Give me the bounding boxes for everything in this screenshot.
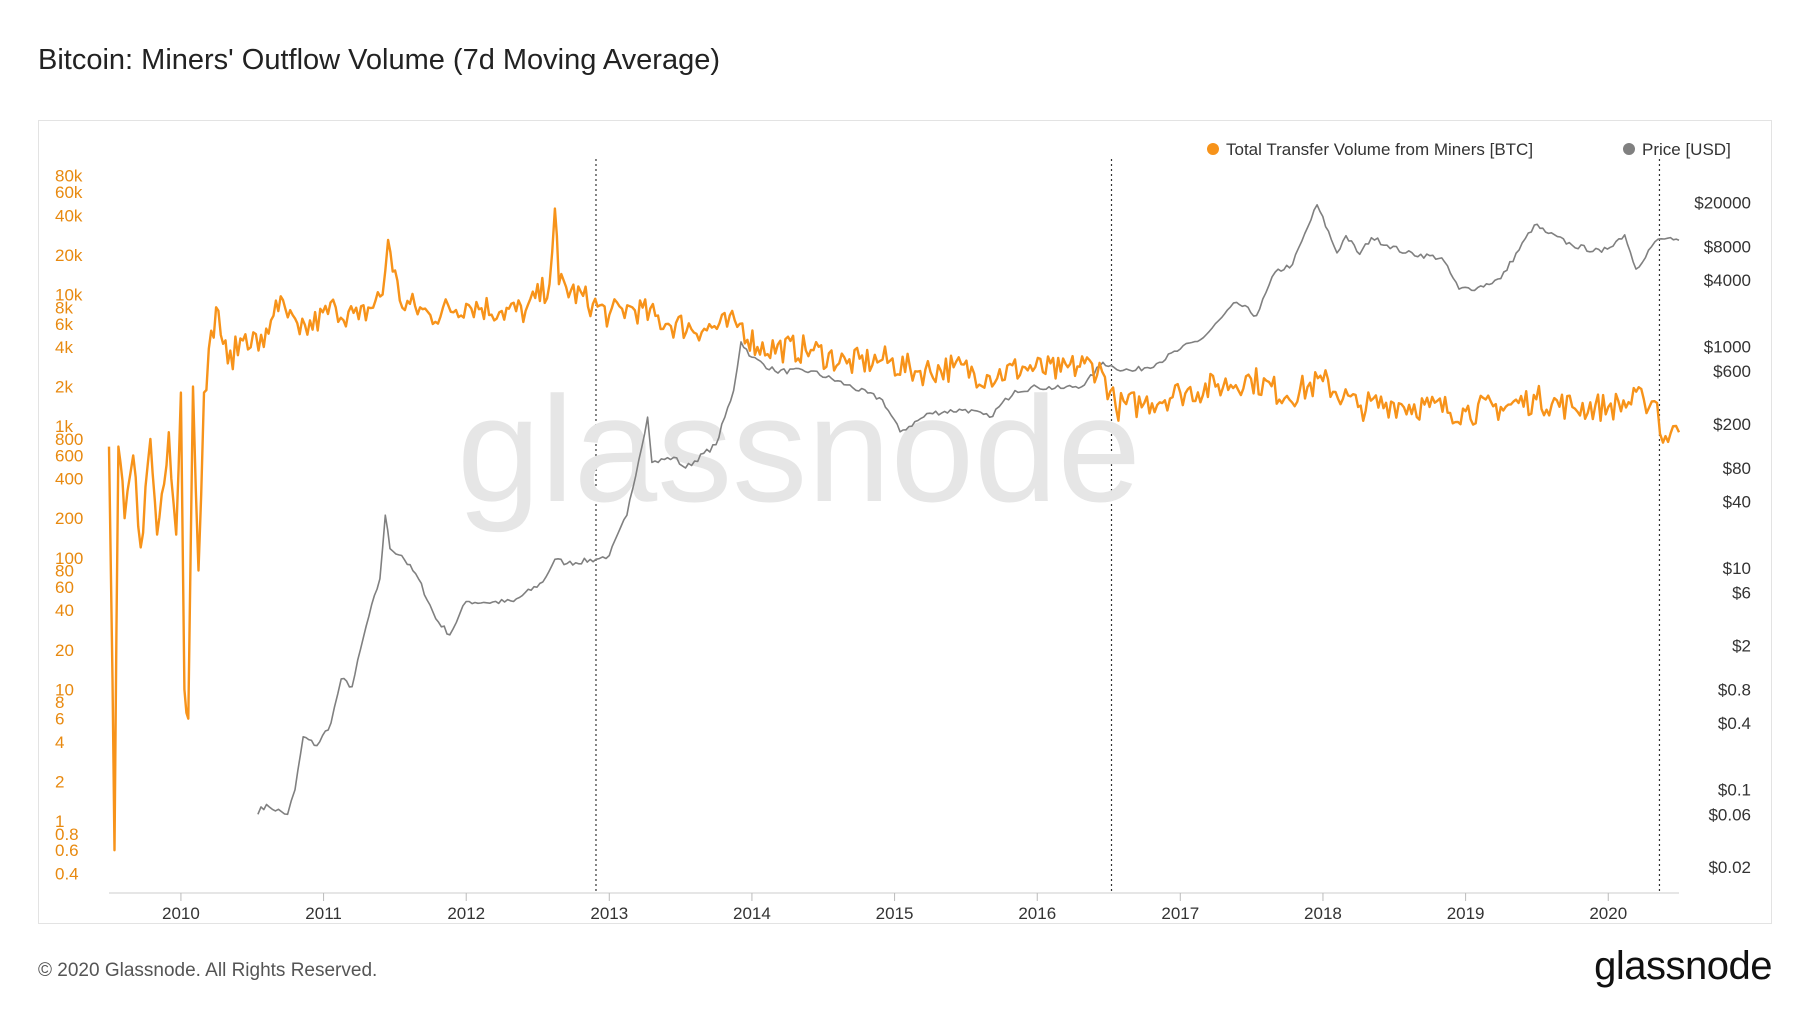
- y-right-tick: $0.06: [1708, 805, 1751, 824]
- x-axis: 2010 2011 2012 2013 2014 2015 2016 2017 2018 2019…: [109, 892, 1679, 923]
- y-left-tick: 80: [55, 562, 74, 581]
- y-left-tick: 200: [55, 509, 83, 528]
- x-tick-label: 2017: [1161, 904, 1199, 923]
- legend: Total Transfer Volume from Miners [BTC] P…: [1207, 140, 1731, 159]
- y-left-tick: 800: [55, 430, 83, 449]
- legend-dot-volume: [1207, 143, 1219, 155]
- legend-dot-price: [1623, 143, 1635, 155]
- y-left-tick: 20k: [55, 246, 83, 265]
- y-left-tick: 600: [55, 446, 83, 465]
- volume-line: [107, 207, 1681, 852]
- y-left-tick: 0.8: [55, 825, 79, 844]
- chart-title: Bitcoin: Miners' Outflow Volume (7d Movi…: [38, 44, 720, 76]
- watermark: glassnode: [457, 365, 1141, 533]
- y-left-tick: 0.4: [55, 864, 79, 883]
- footer-copyright: © 2020 Glassnode. All Rights Reserved.: [38, 960, 378, 981]
- y-right-tick: $200: [1713, 415, 1751, 434]
- y-left-tick: 40k: [55, 206, 83, 225]
- y-left-tick: 40: [55, 601, 74, 620]
- x-tick-label: 2019: [1447, 904, 1485, 923]
- price-series: [257, 204, 1680, 816]
- volume-series: [107, 207, 1681, 852]
- legend-label-volume: Total Transfer Volume from Miners [BTC]: [1226, 140, 1533, 159]
- y-right-tick: $10: [1723, 559, 1751, 578]
- y-left-tick: 0.6: [55, 841, 79, 860]
- y-right-tick: $4000: [1704, 271, 1751, 290]
- y-right-tick: $0.8: [1718, 681, 1751, 700]
- y-right-tick: $8000: [1704, 237, 1751, 256]
- x-tick-label: 2018: [1304, 904, 1342, 923]
- y-right-tick: $0.1: [1718, 781, 1751, 800]
- x-tick-label: 2014: [733, 904, 771, 923]
- y-axis-left: 0.40.60.81246810204060801002004006008001…: [55, 167, 83, 884]
- vertical-markers: [595, 159, 1661, 893]
- y-left-tick: 10k: [55, 286, 83, 305]
- y-right-tick: $6: [1732, 584, 1751, 603]
- y-left-tick: 4: [55, 733, 64, 752]
- y-left-tick: 400: [55, 470, 83, 489]
- y-left-tick: 6: [55, 710, 64, 729]
- y-left-tick: 6k: [55, 315, 73, 334]
- y-left-tick: 60: [55, 578, 74, 597]
- y-left-tick: 2: [55, 772, 64, 791]
- x-tick-label: 2016: [1018, 904, 1056, 923]
- price-line: [257, 204, 1680, 816]
- x-tick-label: 2013: [590, 904, 628, 923]
- y-right-tick: $2: [1732, 637, 1751, 656]
- y-axis-right: $0.02 $0.06 $0.1 $0.4 $0.8 $2 $6 $10 $40 $80 $200 $…: [1694, 193, 1751, 877]
- y-left-tick: 60k: [55, 183, 83, 202]
- y-left-tick: 20: [55, 641, 74, 660]
- chart-panel: glassnode 0.4 0.6 0.8 1 2 4 6 8 10 20 40 60 80 100 200…: [38, 120, 1772, 924]
- y-right-tick: $0.4: [1718, 714, 1751, 733]
- y-right-tick: $0.02: [1708, 858, 1751, 877]
- y-right-tick: $600: [1713, 362, 1751, 381]
- y-left-tick: 1: [55, 812, 64, 831]
- x-tick-label: 2020: [1589, 904, 1627, 923]
- y-right-tick: $40: [1723, 492, 1751, 511]
- y-left-tick: 8k: [55, 298, 73, 317]
- y-left-tick: 8: [55, 693, 64, 712]
- x-tick-label: 2010: [162, 904, 200, 923]
- y-left-tick: 2k: [55, 378, 73, 397]
- y-left-tick: 4k: [55, 338, 73, 357]
- x-tick-label: 2012: [447, 904, 485, 923]
- glassnode-logo[interactable]: glassnode: [1594, 944, 1772, 988]
- y-right-tick: $1000: [1704, 338, 1751, 357]
- y-left-tick: 80k: [55, 167, 83, 186]
- y-right-tick: $80: [1723, 459, 1751, 478]
- y-left-tick: 1k: [55, 417, 73, 436]
- y-right-tick: $20000: [1694, 193, 1751, 212]
- x-tick-label: 2011: [305, 904, 342, 923]
- x-tick-label: 2015: [876, 904, 914, 923]
- legend-label-price: Price [USD]: [1642, 140, 1731, 159]
- y-left-tick: 10: [55, 680, 74, 699]
- y-left-tick: 100: [55, 549, 83, 568]
